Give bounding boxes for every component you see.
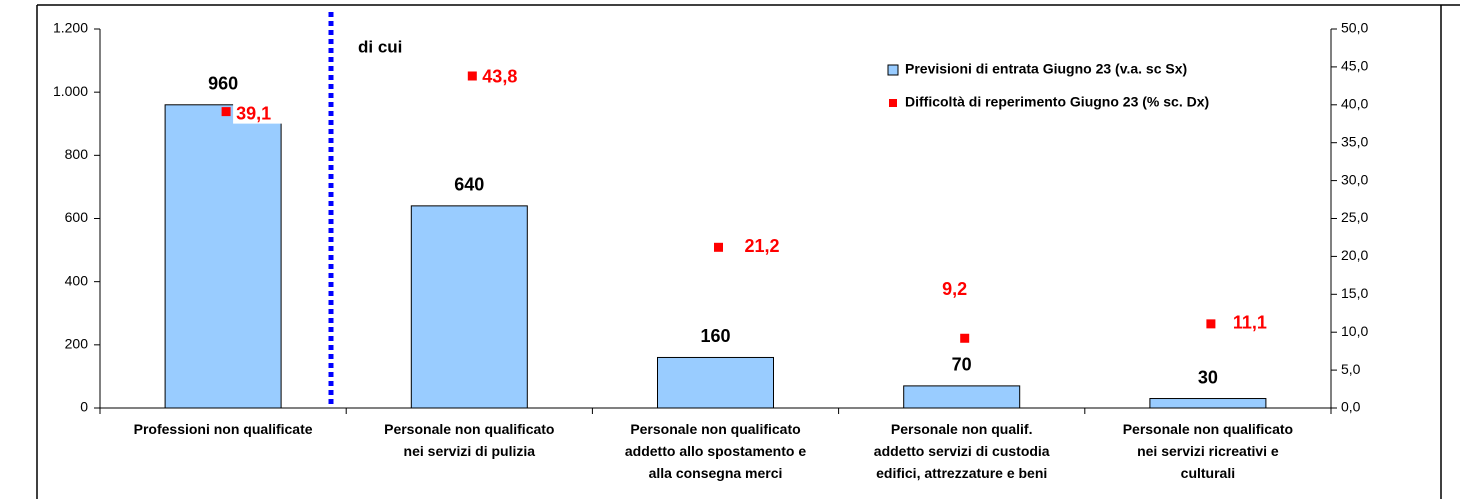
bar <box>410 205 528 409</box>
y-tick-label: 200 <box>65 336 89 352</box>
y2-tick-label: 30,0 <box>1341 171 1368 187</box>
bar-value-label: 30 <box>1198 367 1218 387</box>
y2-tick-label: 0,0 <box>1341 399 1361 415</box>
y-tick-label: 0 <box>80 399 88 415</box>
y2-tick-label: 10,0 <box>1341 323 1368 339</box>
y-tick-label: 600 <box>65 209 89 225</box>
y-tick-label: 800 <box>65 146 89 162</box>
y2-tick-label: 40,0 <box>1341 96 1368 112</box>
marker <box>960 333 970 343</box>
y2-tick-label: 45,0 <box>1341 58 1368 74</box>
marker <box>714 242 723 252</box>
label-bg <box>233 101 286 124</box>
bar-value-label: 640 <box>454 175 484 195</box>
x-tick-label: Professioni non qualificate <box>134 421 313 437</box>
marker <box>467 71 477 81</box>
legend-swatch <box>889 99 897 107</box>
x-tick-label: Personale non qualificato addetto allo sp… <box>625 421 806 481</box>
y-tick-label: 1.000 <box>53 83 88 99</box>
x-tick-label: Personale non qualif. addetto servizi di … <box>874 421 1050 481</box>
bar <box>1149 398 1267 409</box>
legend-swatch <box>887 64 899 76</box>
x-tick-label: Personale non qualificato nei servizi ric… <box>1123 421 1293 481</box>
marker <box>221 107 231 117</box>
point-value-label: 43,8 <box>482 67 517 87</box>
bar-value-label: 160 <box>700 326 730 346</box>
point-value-label: 11,1 <box>1233 313 1267 333</box>
point-value-label: 21,2 <box>745 236 780 256</box>
marker <box>1206 319 1216 329</box>
legend-label: Previsioni di entrata Giugno 23 (v.a. sc… <box>905 61 1187 77</box>
y2-tick-label: 35,0 <box>1341 133 1368 149</box>
bar <box>657 356 774 409</box>
y2-tick-label: 15,0 <box>1341 285 1368 301</box>
bar <box>903 385 1021 409</box>
bar-value-label: 70 <box>952 355 972 375</box>
bar <box>164 104 282 409</box>
legend-label: Difficoltà di reperimento Giugno 23 (% s… <box>905 94 1209 110</box>
point-value-label: 39,1 <box>236 103 271 123</box>
x-tick-label: Personale non qualificato nei servizi di … <box>384 421 554 459</box>
annotation: di cui <box>358 37 402 56</box>
bar-value-label: 960 <box>208 74 238 94</box>
point-value-label: 9,2 <box>942 279 967 299</box>
y2-tick-label: 50,0 <box>1341 20 1368 36</box>
y-tick-label: 1.200 <box>53 20 88 36</box>
y-tick-label: 400 <box>65 272 89 288</box>
y2-tick-label: 5,0 <box>1341 361 1361 377</box>
y2-tick-label: 25,0 <box>1341 209 1368 225</box>
y2-tick-label: 20,0 <box>1341 247 1368 263</box>
